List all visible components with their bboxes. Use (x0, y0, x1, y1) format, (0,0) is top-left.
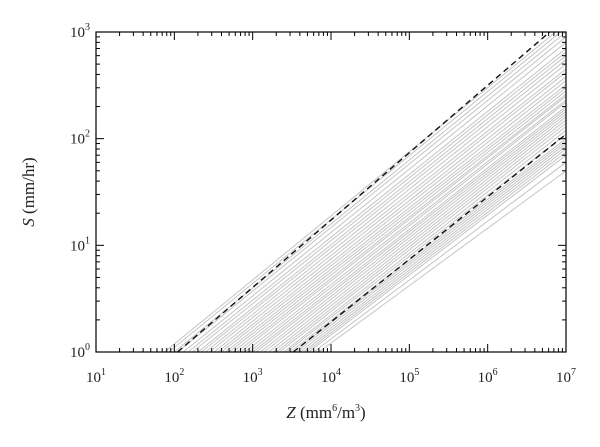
gray-series-line-39 (313, 161, 566, 352)
gray-series-line-10 (205, 63, 566, 352)
gray-series-line-28 (275, 122, 566, 352)
x-tick-label: 106 (478, 367, 498, 386)
y-axis-unit-text: (mm/hr) (19, 157, 38, 218)
gray-series-line-29 (279, 126, 566, 352)
x-tick-exponent: 7 (571, 367, 576, 378)
gray-series-line-31 (286, 133, 566, 352)
gray-series-line-26 (268, 116, 566, 352)
y-tick-label: 101 (70, 235, 90, 254)
gray-series-line-17 (232, 90, 566, 352)
x-tick-exponent: 5 (414, 367, 419, 378)
y-tick-base: 10 (70, 238, 85, 254)
x-axis-ticks: 101 102 103 104 105 106 107 (86, 32, 576, 386)
gray-series-line-40 (318, 170, 566, 352)
gray-series-line-22 (252, 106, 566, 352)
gray-series-line-11 (209, 68, 566, 352)
x-tick-exponent: 1 (101, 367, 106, 378)
x-tick-label: 105 (399, 367, 419, 386)
x-axis-label: Z (mm6/m3) (286, 403, 365, 422)
gray-series-line-15 (225, 84, 566, 352)
gray-series-line-19 (240, 95, 566, 352)
x-axis-unit-end: ) (360, 403, 366, 422)
x-tick-base: 10 (399, 370, 414, 386)
gray-series-line-23 (255, 108, 566, 352)
y-tick-base: 10 (70, 345, 85, 361)
x-tick-label: 104 (321, 367, 341, 386)
y-tick-label: 100 (70, 342, 90, 361)
gray-series-line-33 (292, 140, 566, 352)
dashed-fit-line-1 (177, 32, 551, 352)
x-tick-label: 101 (86, 367, 106, 386)
x-axis-unit-text: (mm (296, 403, 332, 422)
x-axis-var: Z (286, 403, 296, 422)
gray-series-line-12 (213, 71, 566, 352)
gray-series-line-25 (263, 113, 566, 352)
gray-series-line-5 (182, 41, 566, 352)
x-tick-exponent: 4 (336, 367, 341, 378)
gray-series-line-7 (192, 51, 566, 352)
gray-series-group (164, 32, 566, 352)
gray-series-line-21 (248, 101, 566, 352)
x-tick-exponent: 2 (179, 367, 184, 378)
x-tick-label: 103 (243, 367, 263, 386)
y-tick-label: 102 (70, 129, 90, 148)
gray-series-line-36 (302, 148, 566, 352)
x-axis-unit-mid: /m (337, 403, 355, 422)
dashed-series-group (177, 32, 566, 352)
y-tick-base: 10 (70, 132, 85, 148)
x-tick-exponent: 3 (258, 367, 263, 378)
gray-series-line-9 (200, 59, 566, 352)
x-tick-base: 10 (164, 370, 179, 386)
x-tick-base: 10 (478, 370, 493, 386)
y-tick-exponent: 3 (85, 22, 90, 33)
gray-series-line-38 (308, 154, 566, 352)
gray-series-line-1 (164, 32, 557, 352)
gray-series-line-2 (168, 32, 562, 352)
y-tick-exponent: 1 (85, 235, 90, 246)
y-tick-exponent: 2 (85, 129, 90, 140)
gray-series-line-18 (236, 94, 566, 352)
y-tick-exponent: 0 (85, 342, 90, 353)
y-axis-var: S (19, 218, 38, 227)
plot-frame (95, 31, 567, 353)
gray-series-line-8 (197, 55, 566, 352)
gray-series-line-6 (187, 48, 566, 352)
x-tick-exponent: 6 (493, 367, 498, 378)
gray-series-line-24 (259, 111, 566, 352)
x-tick-label: 102 (164, 367, 184, 386)
x-tick-base: 10 (86, 370, 101, 386)
gray-series-line-34 (295, 143, 566, 352)
gray-series-line-35 (299, 145, 566, 352)
gray-series-line-14 (221, 80, 566, 352)
y-axis-label: S (mm/hr) (19, 157, 38, 226)
y-tick-label: 103 (70, 22, 90, 41)
x-tick-base: 10 (556, 370, 571, 386)
gray-series-line-4 (177, 36, 566, 352)
gray-series-line-27 (272, 119, 566, 352)
gray-series-line-20 (244, 99, 566, 352)
gray-series-line-32 (289, 138, 566, 352)
dashed-fit-line-2 (292, 133, 566, 352)
gray-series-line-16 (228, 87, 566, 352)
x-axis-unit-sup1: 6 (332, 403, 337, 414)
x-tick-label: 107 (556, 367, 576, 386)
x-tick-base: 10 (243, 370, 258, 386)
gray-series-line-37 (305, 151, 566, 352)
x-tick-base: 10 (321, 370, 336, 386)
x-axis-unit-sup2: 3 (355, 403, 360, 414)
gray-series-line-13 (217, 76, 566, 352)
gray-series-line-30 (283, 129, 566, 352)
y-tick-base: 10 (70, 25, 85, 41)
